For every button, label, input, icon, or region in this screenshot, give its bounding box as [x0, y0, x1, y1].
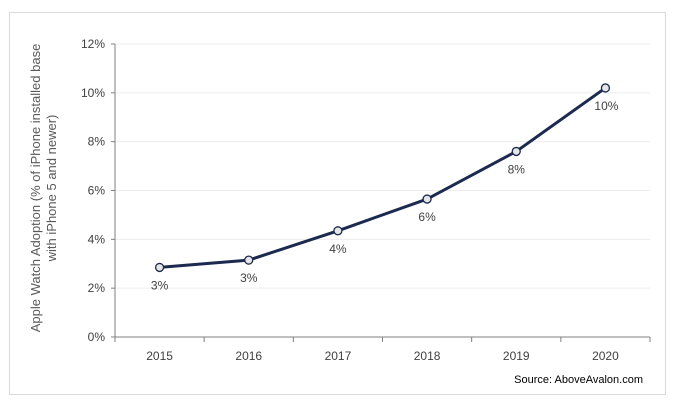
data-labels: 3% 3% 4% 6% 8% 10% [151, 99, 619, 292]
y-axis-label-line-2: with iPhone 5 and newer) [44, 115, 59, 263]
gridlines [115, 43, 650, 289]
series-line-adoption [158, 86, 607, 269]
x-tick-label: 2015 [146, 349, 173, 363]
y-tick-labels: 0% 2% 4% 6% 8% 10% 12% [81, 37, 105, 344]
data-markers [154, 83, 611, 273]
data-point-marker [244, 255, 254, 265]
data-label: 8% [508, 162, 526, 176]
data-point-marker [422, 194, 432, 204]
y-tick-label: 2% [88, 281, 106, 295]
x-tick-label: 2020 [592, 349, 619, 363]
x-tick-label: 2019 [503, 349, 530, 363]
data-label: 3% [240, 271, 258, 285]
y-tick-label: 0% [88, 330, 106, 344]
x-tick-labels: 2015 2016 2017 2018 2019 2020 [146, 349, 619, 363]
data-label: 6% [418, 210, 436, 224]
chart-frame [9, 12, 666, 395]
data-point-marker [154, 262, 165, 273]
x-tick-label: 2016 [235, 349, 262, 363]
y-tick-label: 12% [81, 37, 105, 51]
y-axis-label-line-1: Apple Watch Adoption (% of iPhone instal… [28, 44, 43, 333]
axes [111, 43, 651, 342]
y-tick-label: 8% [88, 135, 106, 149]
data-label: 3% [151, 278, 169, 292]
x-tick-label: 2018 [414, 349, 441, 363]
data-label: 10% [594, 99, 618, 113]
data-point-marker [333, 226, 343, 236]
data-label: 4% [329, 242, 347, 256]
y-tick-label: 10% [81, 86, 105, 100]
x-tick-label: 2017 [325, 349, 352, 363]
data-point-marker [600, 83, 611, 93]
data-point-marker [511, 146, 521, 157]
source-note: Source: AboveAvalon.com [514, 374, 643, 386]
series-line [158, 86, 607, 269]
y-tick-label: 4% [88, 232, 106, 246]
y-tick-label: 6% [88, 184, 106, 198]
